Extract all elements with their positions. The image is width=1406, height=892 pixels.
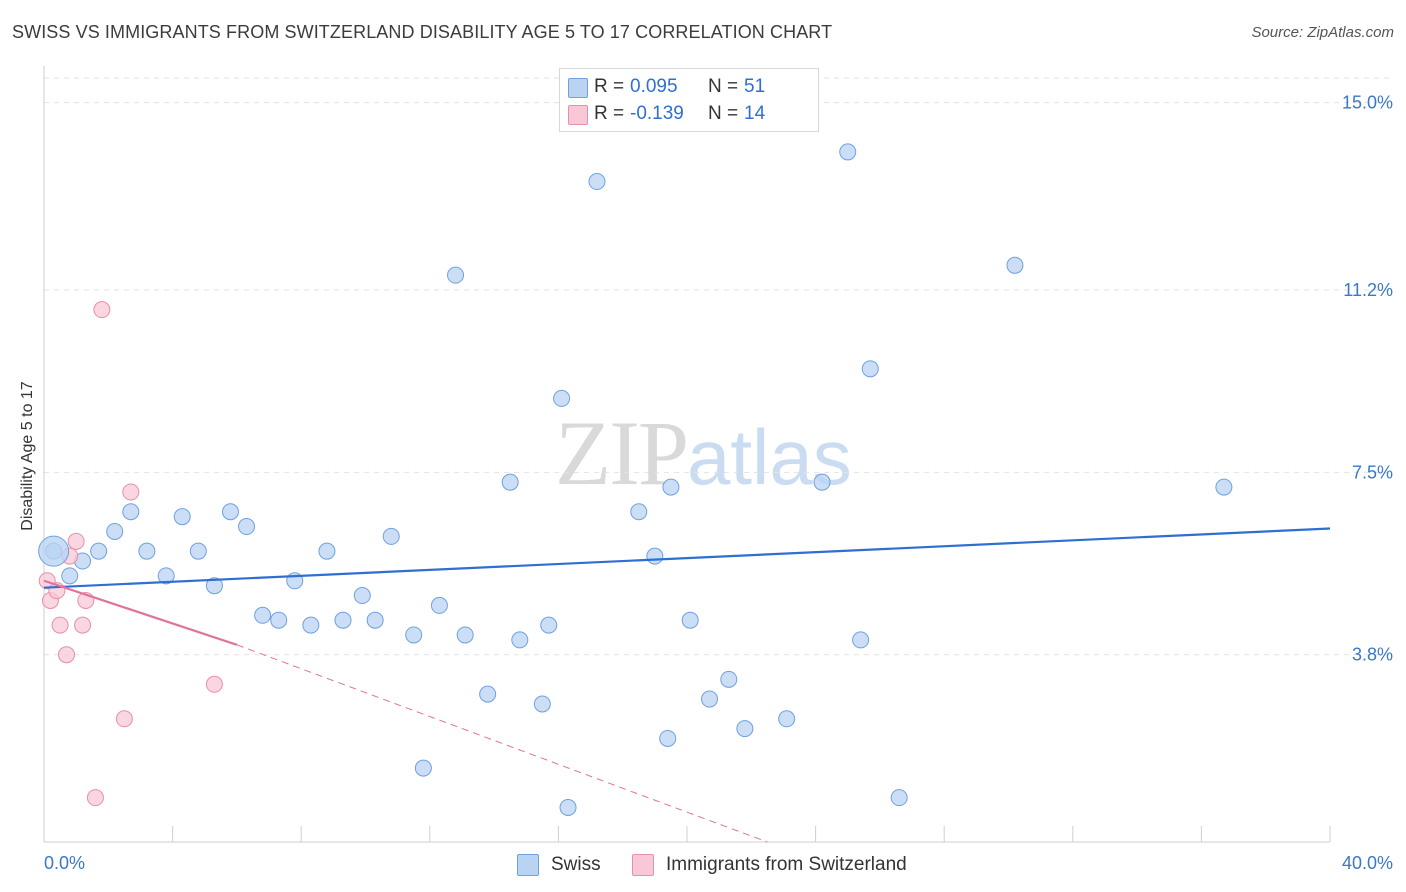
immigrants-trend-line (43, 579, 238, 646)
y-tick-label: 3.8% (1352, 645, 1393, 665)
swiss-point (588, 173, 606, 191)
swiss-point-large (38, 535, 70, 567)
swiss-point (778, 710, 796, 728)
immigrants-point (74, 616, 92, 634)
swiss-point (681, 611, 699, 629)
swiss-point (630, 503, 648, 521)
immigrants-point (205, 675, 223, 693)
swiss-point (221, 503, 239, 521)
swiss-point (646, 547, 664, 565)
swiss-point (559, 798, 577, 816)
swiss-point (501, 473, 519, 491)
y-tick-label: 15.0% (1342, 93, 1393, 113)
x-tick-label: 40.0% (1342, 853, 1393, 873)
immigrants-point (86, 789, 104, 807)
chart-title: SWISS VS IMMIGRANTS FROM SWITZERLAND DIS… (12, 22, 833, 42)
swiss-point (720, 670, 738, 688)
legend-swatch-immigrants (568, 105, 588, 125)
swiss-point (736, 720, 754, 738)
swiss-point (839, 143, 857, 161)
swiss-point (382, 527, 400, 545)
swiss-point (430, 596, 448, 614)
swiss-point (173, 508, 191, 526)
swiss-point (353, 587, 371, 605)
bottom-legend-label-swiss: Swiss (551, 854, 601, 875)
immigrants-point (115, 710, 133, 728)
swiss-point (270, 611, 288, 629)
bottom-legend-immigrants: Immigrants from Switzerland (632, 852, 907, 878)
swiss-point (659, 729, 677, 747)
swiss-point (662, 478, 680, 496)
swiss-point (122, 503, 140, 521)
swiss-point (447, 266, 465, 284)
swiss-point (254, 606, 272, 624)
bottom-legend-swatch-immigrants (632, 854, 654, 876)
y-tick-label: 11.2% (1343, 280, 1393, 300)
legend-n-label: N = (708, 76, 739, 97)
x-tick-label: 0.0% (44, 853, 85, 873)
swiss-point (90, 542, 108, 560)
swiss-point (61, 567, 79, 585)
correlation-legend: R = 0.095 N = 51 R = -0.139 N = 14 (559, 68, 819, 132)
swiss-point (405, 626, 423, 644)
immigrants-point (51, 616, 69, 634)
swiss-point (511, 631, 529, 649)
swiss-point (138, 542, 156, 560)
legend-n-label: N = (708, 103, 739, 124)
swiss-point (366, 611, 384, 629)
swiss-point (334, 611, 352, 629)
swiss-point (533, 695, 551, 713)
legend-row-immigrants: R = -0.139 N = 14 (568, 102, 766, 126)
swiss-point (813, 473, 831, 491)
swiss-point (238, 518, 256, 536)
legend-swatch-swiss (568, 78, 588, 98)
bottom-legend-swatch-swiss (517, 854, 539, 876)
swiss-trend-line (43, 527, 1331, 589)
swiss-point (553, 389, 571, 407)
legend-row-swiss: R = 0.095 N = 51 (568, 75, 766, 99)
source-label: Source: ZipAtlas.com (1251, 24, 1394, 41)
swiss-point (157, 567, 175, 585)
swiss-point (205, 577, 223, 595)
immigrants-point (67, 532, 85, 550)
immigrants-point (93, 301, 111, 319)
legend-r-label: R = (594, 76, 625, 97)
swiss-point (852, 631, 870, 649)
swiss-point (318, 542, 336, 560)
swiss-point (456, 626, 474, 644)
swiss-point (1006, 256, 1024, 274)
swiss-point (302, 616, 320, 634)
swiss-point (479, 685, 497, 703)
legend-r-value: -0.139 (630, 103, 684, 124)
immigrants-point (58, 646, 76, 664)
legend-r-value: 0.095 (630, 76, 678, 97)
swiss-point (106, 522, 124, 540)
legend-n-value: 14 (744, 103, 766, 124)
swiss-point (890, 789, 908, 807)
swiss-point (414, 759, 432, 777)
swiss-point (189, 542, 207, 560)
swiss-point (540, 616, 558, 634)
swiss-point (861, 360, 879, 378)
immigrants-trend-line-extension (236, 644, 768, 843)
swiss-point (1215, 478, 1233, 496)
legend-n-value: 51 (744, 76, 766, 97)
y-tick-label: 7.5% (1352, 462, 1393, 482)
swiss-point (701, 690, 719, 708)
bottom-legend-label-immigrants: Immigrants from Switzerland (666, 854, 907, 875)
immigrants-point (122, 483, 140, 501)
bottom-legend-swiss: Swiss (517, 852, 601, 878)
legend-r-label: R = (594, 103, 625, 124)
